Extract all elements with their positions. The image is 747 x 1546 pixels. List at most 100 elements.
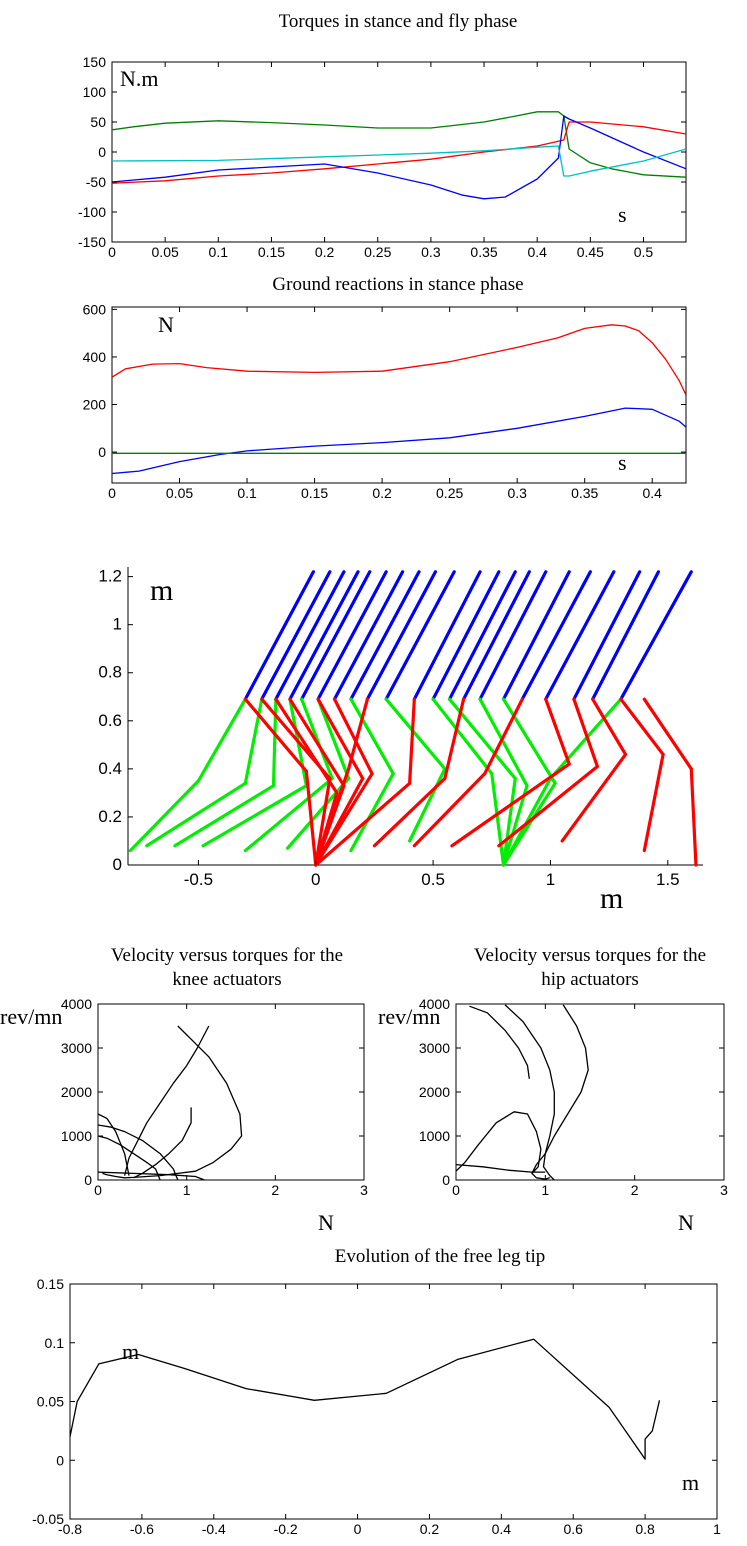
freeleg-plot: -0.8 -0.6 -0.4 -0.2 0 0.2 0.4 0.6 0.8 1 -0.05 0 0.05… xyxy=(32,1276,721,1537)
knee-ytick-label-1: 1000 xyxy=(61,1128,92,1144)
torques-ytick-label-1: -100 xyxy=(78,204,106,220)
stick-series-2-segment-24 xyxy=(591,697,628,757)
stick-ytick-label-2: 0.4 xyxy=(98,759,122,778)
freeleg-xtick-label-5: 0.2 xyxy=(420,1521,440,1537)
knee-series-0-line xyxy=(102,1025,243,1179)
freeleg-ylabel: m xyxy=(122,1339,139,1364)
torques-ytick-label-6: 150 xyxy=(83,54,107,70)
ground-xlabel: s xyxy=(618,450,627,475)
stick-series-0-segment-15 xyxy=(501,570,571,701)
torques-xtick-label-1: 0.05 xyxy=(152,244,179,260)
freeleg-series-group xyxy=(70,1338,661,1460)
stick-series-1-segment-16 xyxy=(431,697,494,776)
ground-ytick-label-3: 600 xyxy=(83,301,107,317)
stick-series-0-segment-10 xyxy=(412,570,482,701)
stick-series-1-segment-17 xyxy=(490,772,506,867)
stick-series-1-segment-14 xyxy=(384,697,447,771)
torques-xtick-label-4: 0.2 xyxy=(315,244,335,260)
hip-ytick-label-1: 1000 xyxy=(419,1128,450,1144)
stick-series-2-segment-21 xyxy=(450,762,571,848)
stick-series-2-segment-6 xyxy=(288,697,346,788)
torques-xtick-label-3: 0.15 xyxy=(258,244,285,260)
knee-ytick-label-4: 4000 xyxy=(61,996,92,1012)
knee-series-3-line xyxy=(98,1124,179,1181)
stick-series-2-segment-15 xyxy=(314,781,412,867)
hip-xtick-label-2: 2 xyxy=(631,1182,639,1198)
torques-axes-box xyxy=(111,61,687,243)
torques-series-3-line xyxy=(112,145,686,177)
hip-series-0-line xyxy=(469,1005,530,1079)
knee-series-1-line xyxy=(123,1025,210,1176)
torques-xtick-label-0: 0 xyxy=(108,244,116,260)
freeleg-ytick-label-0: -0.05 xyxy=(32,1511,64,1527)
stick-series-group xyxy=(128,570,698,867)
torques-xtick-label-2: 0.1 xyxy=(209,244,229,260)
stick-series-2-segment-27 xyxy=(642,752,665,853)
stick-series-1-segment-5 xyxy=(173,784,276,848)
freeleg-ytick-label-1: 0 xyxy=(56,1452,64,1468)
stick-series-2-segment-25 xyxy=(560,752,628,843)
knee-series-2-line xyxy=(133,1107,192,1179)
stick-ytick-label-6: 1.2 xyxy=(98,567,122,586)
stick-series-2-segment-11 xyxy=(314,772,374,867)
stick-series-0-segment-9 xyxy=(384,570,456,701)
stick-series-2-segment-14 xyxy=(408,697,416,785)
ground-xtick-label-1: 0.05 xyxy=(166,485,193,501)
hip-xtick-label-0: 0 xyxy=(452,1182,460,1198)
knee-plot: 0 1 2 3 0 1000 2000 3000 4000 xyxy=(61,996,368,1198)
stick-series-1-segment-2 xyxy=(243,697,264,785)
freeleg-xtick-label-3: -0.2 xyxy=(274,1521,298,1537)
hip-xlabel: N xyxy=(678,1210,694,1235)
knee-series-5-line xyxy=(98,1135,161,1181)
torques-xtick-label-7: 0.35 xyxy=(470,244,497,260)
stick-series-1-segment-9 xyxy=(243,776,334,853)
ground-axes-box xyxy=(111,306,687,484)
stick-series-0-segment-16 xyxy=(520,570,592,701)
stick-plot: -0.5 0 0.5 1 1.5 0 0.2 0.4 0.6 0.8 1 1.2 xyxy=(98,567,703,889)
ground-ytick-label-2: 400 xyxy=(83,349,107,365)
knee-series-6-line xyxy=(98,1171,205,1181)
hip-ytick-label-0: 0 xyxy=(442,1172,450,1188)
hip-plot: 0 1 2 3 0 1000 2000 3000 4000 xyxy=(419,996,728,1198)
stick-series-0-segment-1 xyxy=(260,570,332,701)
stick-series-2-segment-26 xyxy=(619,697,665,757)
torques-xtick-label-10: 0.5 xyxy=(634,244,654,260)
torques-xtick-label-6: 0.3 xyxy=(421,244,441,260)
knee-series-group xyxy=(98,1025,243,1181)
freeleg-panel: Evolution of the free leg tip -0.8 -0.6 -0… xyxy=(32,1246,721,1537)
stick-ytick-label-0: 0 xyxy=(113,855,122,874)
stick-series-1-segment-20 xyxy=(478,697,529,788)
knee-ytick-label-0: 0 xyxy=(84,1172,92,1188)
stick-series-0-segment-13 xyxy=(462,570,531,701)
stick-series-2-segment-23 xyxy=(497,764,599,848)
stick-series-1-segment-12 xyxy=(349,697,395,776)
stick-series-1-segment-1 xyxy=(128,779,201,853)
hip-ylabel: rev/mn xyxy=(378,1004,440,1029)
freeleg-ytick-label-3: 0.1 xyxy=(45,1335,65,1351)
freeleg-title: Evolution of the free leg tip xyxy=(335,1246,546,1267)
knee-ytick-label-2: 2000 xyxy=(61,1084,92,1100)
stick-series-2-segment-18 xyxy=(483,697,524,776)
ground-panel: Ground reactions in stance phase 0 0.05 0.… xyxy=(83,274,687,501)
freeleg-axes-box xyxy=(69,1283,718,1520)
hip-series-1-line xyxy=(504,1004,555,1181)
freeleg-xtick-label-8: 0.8 xyxy=(635,1521,655,1537)
torques-series-2-line xyxy=(112,115,686,200)
ground-series-1-line xyxy=(112,407,686,475)
ground-xtick-label-2: 0.1 xyxy=(237,485,257,501)
stick-series-1-segment-7 xyxy=(201,784,308,848)
stick-series-1-segment-15 xyxy=(408,767,447,843)
hip-xtick-label-1: 1 xyxy=(541,1182,549,1198)
hip-ytick-label-2: 2000 xyxy=(419,1084,450,1100)
knee-series-4-line xyxy=(98,1113,130,1176)
stick-series-1-segment-13 xyxy=(349,772,395,853)
torques-xtick-label-8: 0.4 xyxy=(527,244,547,260)
stick-panel: -0.5 0 0.5 1 1.5 0 0.2 0.4 0.6 0.8 1 1.2 m m xyxy=(98,567,703,915)
freeleg-ytick-label-4: 0.15 xyxy=(37,1276,64,1292)
stick-ytick-label-5: 1 xyxy=(113,615,122,634)
stick-series-0-segment-17 xyxy=(544,570,616,701)
ground-xtick-label-4: 0.2 xyxy=(372,485,392,501)
knee-xtick-label-3: 3 xyxy=(360,1182,368,1198)
hip-series-group xyxy=(456,1004,589,1181)
torques-series-0-line xyxy=(112,111,686,178)
